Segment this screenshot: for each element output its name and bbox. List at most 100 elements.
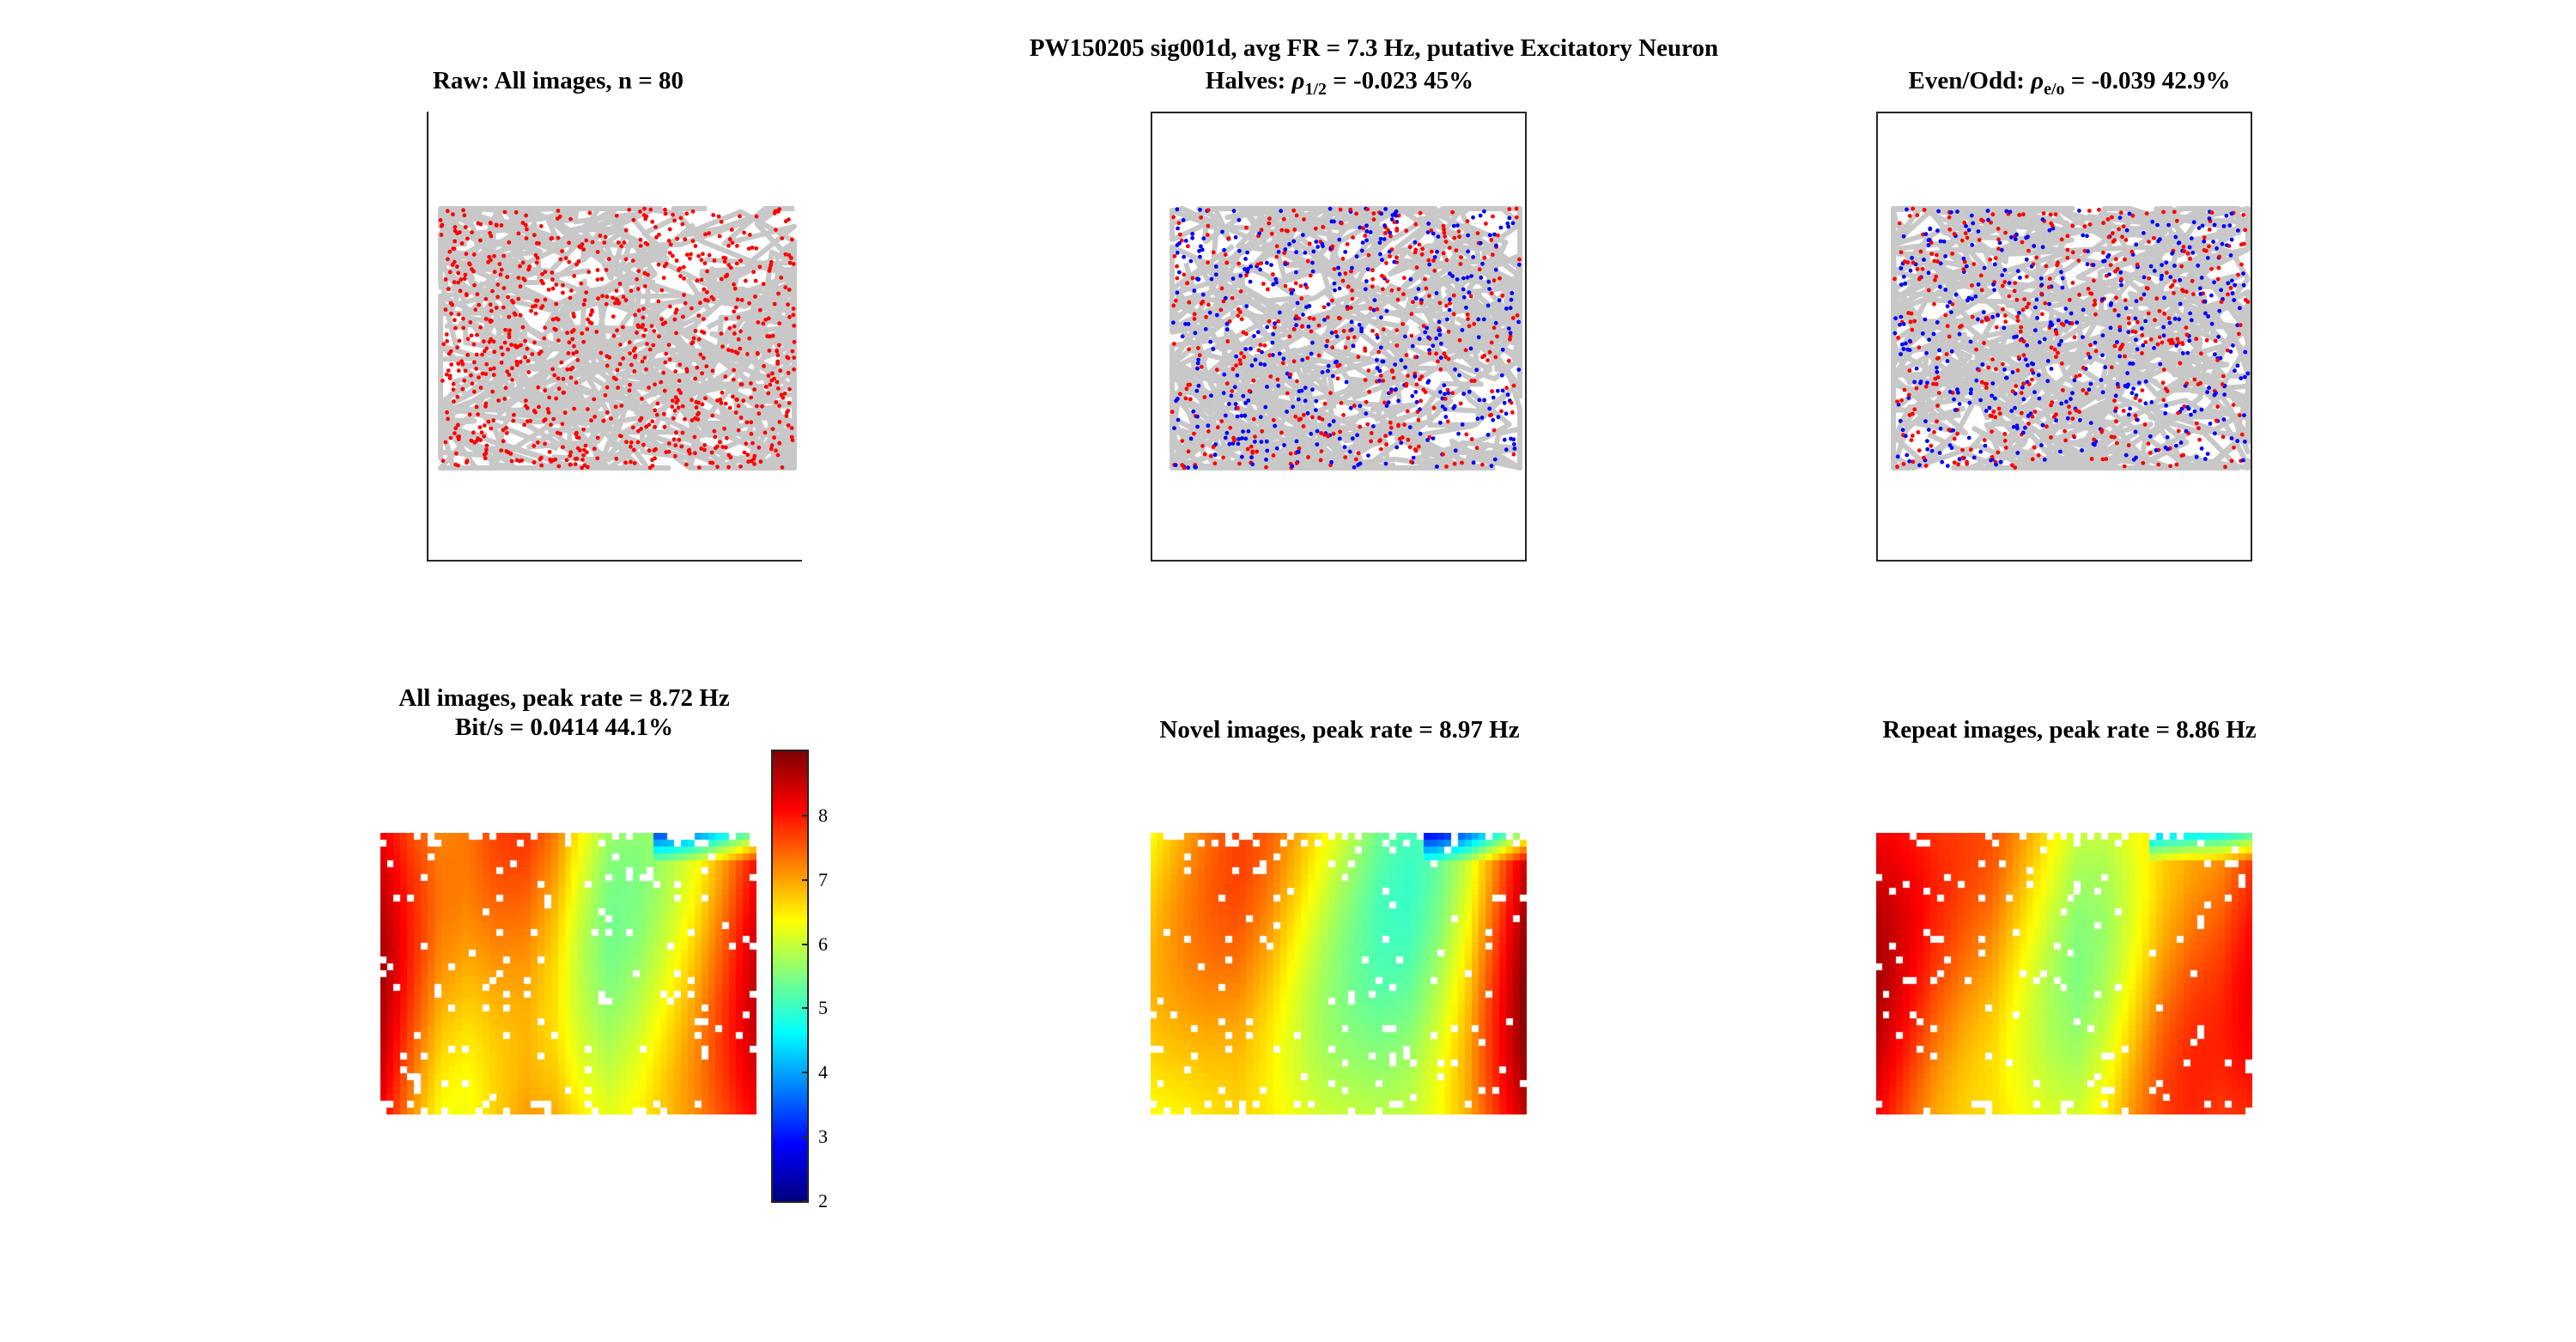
- spike-point: [2091, 263, 2096, 267]
- spike-point: [1474, 446, 1479, 451]
- spike-point: [1935, 259, 1941, 264]
- spike-point: [792, 339, 797, 344]
- spike-point: [543, 297, 548, 302]
- halves-title-prefix: Halves:: [1205, 67, 1292, 94]
- spike-point: [1413, 296, 1419, 301]
- spike-point: [1271, 272, 1275, 276]
- spike-point: [1512, 441, 1516, 446]
- spike-point: [1338, 316, 1342, 321]
- spike-point: [2194, 421, 2199, 426]
- spike-point: [1411, 455, 1416, 460]
- spike-point: [501, 253, 507, 258]
- spike-point: [1242, 413, 1248, 418]
- spike-point: [583, 443, 588, 448]
- spike-point: [2166, 222, 2172, 228]
- spike-point: [1500, 347, 1505, 352]
- spike-point: [1512, 446, 1517, 451]
- spike-point: [2190, 278, 2195, 283]
- spike-point: [1177, 270, 1182, 275]
- spike-point: [446, 416, 450, 422]
- spike-point: [2000, 273, 2005, 278]
- spike-point: [1498, 225, 1504, 230]
- spike-point: [1427, 262, 1432, 267]
- spike-point: [1931, 331, 1936, 337]
- spike-point: [640, 397, 644, 401]
- spike-point: [1357, 322, 1362, 327]
- spike-point: [2015, 368, 2020, 373]
- trajectory-segment: [744, 336, 797, 471]
- spike-point: [2070, 391, 2075, 396]
- spike-point: [2065, 234, 2070, 239]
- spike-point: [747, 336, 752, 341]
- spike-point: [572, 314, 576, 319]
- spike-point: [1271, 331, 1276, 337]
- spike-point: [732, 367, 736, 373]
- spike-point: [1175, 251, 1180, 255]
- spike-point: [1490, 389, 1494, 394]
- spike-point: [1237, 248, 1242, 253]
- spike-point: [630, 258, 635, 263]
- spike-point: [1190, 235, 1195, 240]
- spike-point: [602, 240, 607, 245]
- spike-point: [776, 386, 781, 391]
- spike-point: [1896, 402, 1901, 407]
- spike-point: [717, 234, 722, 239]
- spike-point: [2148, 451, 2153, 455]
- spike-point: [1289, 291, 1294, 295]
- spike-point: [635, 440, 641, 445]
- spike-point: [2207, 386, 2212, 391]
- spike-point: [2220, 241, 2225, 246]
- evenodd-rho-symbol: ρ: [2031, 67, 2044, 94]
- spike-point: [532, 233, 537, 238]
- spike-point: [1400, 322, 1406, 326]
- spike-point: [1252, 334, 1256, 338]
- spike-point: [1910, 256, 1915, 260]
- spike-point: [474, 367, 478, 371]
- spike-point: [690, 239, 696, 244]
- spike-point: [585, 326, 590, 331]
- spike-point: [1947, 390, 1953, 394]
- spike-point: [1186, 244, 1190, 249]
- spike-point: [510, 378, 514, 382]
- spike-point: [2117, 216, 2123, 220]
- spike-point: [785, 410, 789, 415]
- spike-point: [1901, 322, 1906, 326]
- spike-point: [2072, 378, 2077, 383]
- spike-point: [1276, 319, 1281, 324]
- spike-point: [677, 437, 682, 442]
- spike-point: [2029, 361, 2034, 366]
- spike-point: [611, 333, 617, 338]
- spike-point: [1267, 319, 1272, 324]
- spike-point: [1458, 262, 1463, 266]
- spike-point: [456, 422, 460, 428]
- spike-point: [1378, 345, 1383, 350]
- spike-point: [1230, 367, 1236, 372]
- spike-point: [470, 230, 474, 234]
- spike-point: [1282, 251, 1287, 255]
- spike-point: [2134, 242, 2139, 247]
- spike-point: [1437, 332, 1443, 337]
- spike-point: [1414, 399, 1419, 404]
- spike-point: [693, 451, 697, 456]
- spike-point: [1899, 398, 1905, 403]
- spike-point: [1364, 229, 1370, 234]
- spike-point: [2165, 434, 2170, 440]
- spike-point: [606, 257, 611, 262]
- spike-point: [1267, 216, 1272, 221]
- spike-point: [1364, 411, 1369, 416]
- spike-point: [1327, 206, 1333, 211]
- spike-point: [2017, 311, 2021, 315]
- spike-point: [1917, 275, 1923, 280]
- spike-point: [2209, 293, 2214, 298]
- spike-point: [615, 328, 619, 333]
- spike-point: [1230, 295, 1235, 301]
- spike-point: [791, 262, 796, 266]
- spike-point: [1466, 249, 1470, 254]
- spike-point: [1359, 329, 1364, 334]
- spike-point: [1444, 465, 1449, 469]
- spike-point: [766, 373, 771, 378]
- trajectory-segment: [1204, 206, 1412, 231]
- spike-point: [543, 441, 547, 446]
- spike-point: [561, 377, 566, 381]
- spike-point: [2104, 457, 2109, 461]
